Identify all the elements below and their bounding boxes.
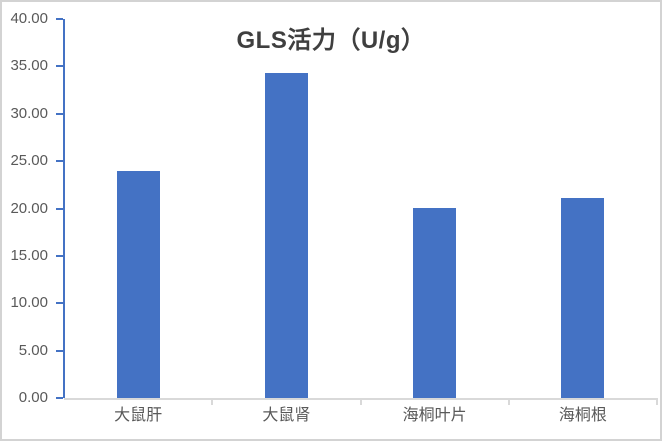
y-axis-tick xyxy=(56,302,63,305)
y-axis-tick-label: 0.00 xyxy=(18,389,48,406)
bar xyxy=(413,207,457,398)
y-axis-tick-label: 15.00 xyxy=(10,246,48,264)
y-axis-tick xyxy=(56,65,63,68)
y-axis-tick-label: 30.00 xyxy=(10,104,48,122)
y-axis-tick xyxy=(56,254,63,257)
y-axis-tick xyxy=(56,18,63,20)
y-axis-tick-label: 5.00 xyxy=(18,341,48,359)
y-axis-tick-label: 25.00 xyxy=(10,152,48,170)
bar xyxy=(561,198,605,398)
y-axis-tick-label: 20.00 xyxy=(10,199,48,217)
y-axis-tick xyxy=(56,207,63,210)
chart-title: GLS活力（U/g） xyxy=(236,27,426,54)
y-axis-tick-label: 40.00 xyxy=(10,10,48,27)
x-axis-tick xyxy=(359,400,362,405)
bar xyxy=(116,170,160,398)
x-axis-category-label: 大鼠肾 xyxy=(262,407,311,424)
x-axis-tick xyxy=(211,400,214,405)
y-axis-tick-label: 35.00 xyxy=(10,57,48,75)
x-axis-line xyxy=(64,398,658,400)
y-axis-tick xyxy=(56,112,63,115)
x-axis-category-label: 海桐叶片 xyxy=(402,407,467,424)
x-axis-tick xyxy=(656,400,658,405)
y-axis-tick xyxy=(56,397,63,399)
x-axis-category-label: 海桐根 xyxy=(558,407,607,424)
y-axis-tick xyxy=(56,349,63,352)
y-axis-tick-label: 10.00 xyxy=(10,294,48,312)
y-axis-line xyxy=(63,19,65,398)
x-axis-category-label: 大鼠肝 xyxy=(114,407,163,424)
bar xyxy=(264,73,308,398)
x-axis-tick xyxy=(507,400,510,405)
y-axis-tick xyxy=(56,160,63,163)
